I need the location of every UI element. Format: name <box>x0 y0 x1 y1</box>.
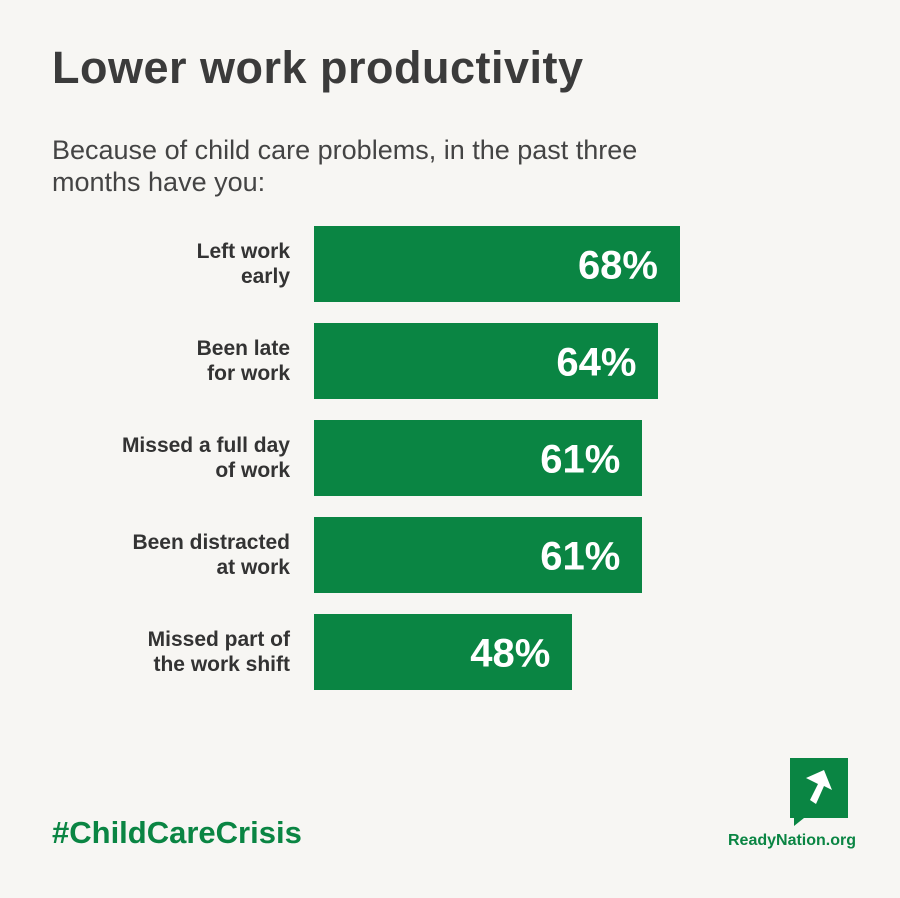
bar <box>314 517 643 593</box>
hashtag: #ChildCareCrisis <box>52 815 302 850</box>
bar <box>314 420 643 496</box>
value-label: 48% <box>470 631 551 676</box>
bar <box>314 323 659 399</box>
value-label: 61% <box>540 437 621 482</box>
value-label: 61% <box>540 534 621 579</box>
category-label: Been late for work <box>196 337 290 385</box>
bar <box>314 226 680 302</box>
logo <box>790 758 848 826</box>
chart-subtitle: Because of child care problems, in the p… <box>52 135 638 197</box>
bar <box>314 614 573 690</box>
category-label: Been distracted at work <box>132 531 290 579</box>
category-label: Missed a full day of work <box>121 434 290 482</box>
category-label: Missed part of the work shift <box>147 628 290 676</box>
value-label: 68% <box>577 243 658 288</box>
value-label: 64% <box>556 340 637 385</box>
site-link: ReadyNation.org <box>728 832 857 849</box>
category-label: Left work early <box>196 240 290 288</box>
chart-title: Lower work productivity <box>52 42 584 93</box>
